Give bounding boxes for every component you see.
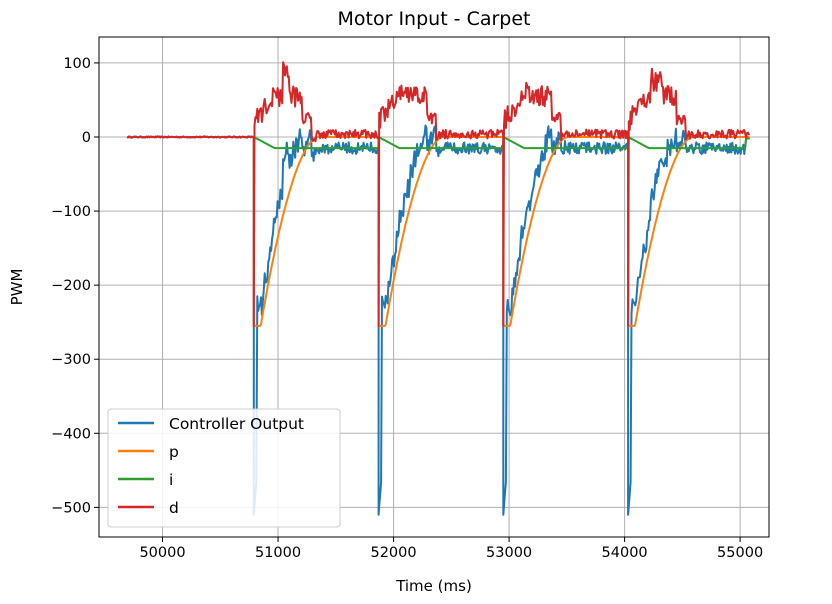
y-axis-label: PWM — [8, 269, 26, 306]
x-tick-label: 50000 — [139, 545, 185, 561]
x-tick-label: 51000 — [255, 545, 301, 561]
y-tick-label: 0 — [82, 130, 91, 146]
chart-title: Motor Input - Carpet — [338, 8, 531, 30]
y-tick-label: −200 — [51, 278, 91, 294]
plot-frame — [98, 36, 770, 538]
y-tick-label: −500 — [51, 500, 91, 516]
x-axis-label: Time (ms) — [395, 577, 472, 595]
y-tick-label: −300 — [51, 352, 91, 368]
legend-label: Controller Output — [169, 415, 304, 433]
y-tick-label: −400 — [51, 426, 91, 442]
plot-lines — [126, 61, 750, 516]
x-tick-label: 52000 — [370, 545, 416, 561]
legend-label: p — [169, 443, 179, 461]
y-tick-label: 100 — [63, 56, 91, 72]
x-tick-label: 54000 — [602, 545, 648, 561]
legend-label: i — [169, 471, 173, 489]
x-tick-label: 53000 — [486, 545, 532, 561]
axis-ticks: 50000 51000 52000 53000 54000 55000 100 0 −100 −2… — [51, 56, 763, 561]
series-line-d — [126, 61, 750, 327]
legend-label: d — [169, 499, 179, 517]
legend: Controller Output pid — [107, 408, 341, 528]
y-tick-label: −100 — [51, 204, 91, 220]
legend-box — [107, 408, 341, 528]
x-tick-label: 55000 — [717, 545, 763, 561]
